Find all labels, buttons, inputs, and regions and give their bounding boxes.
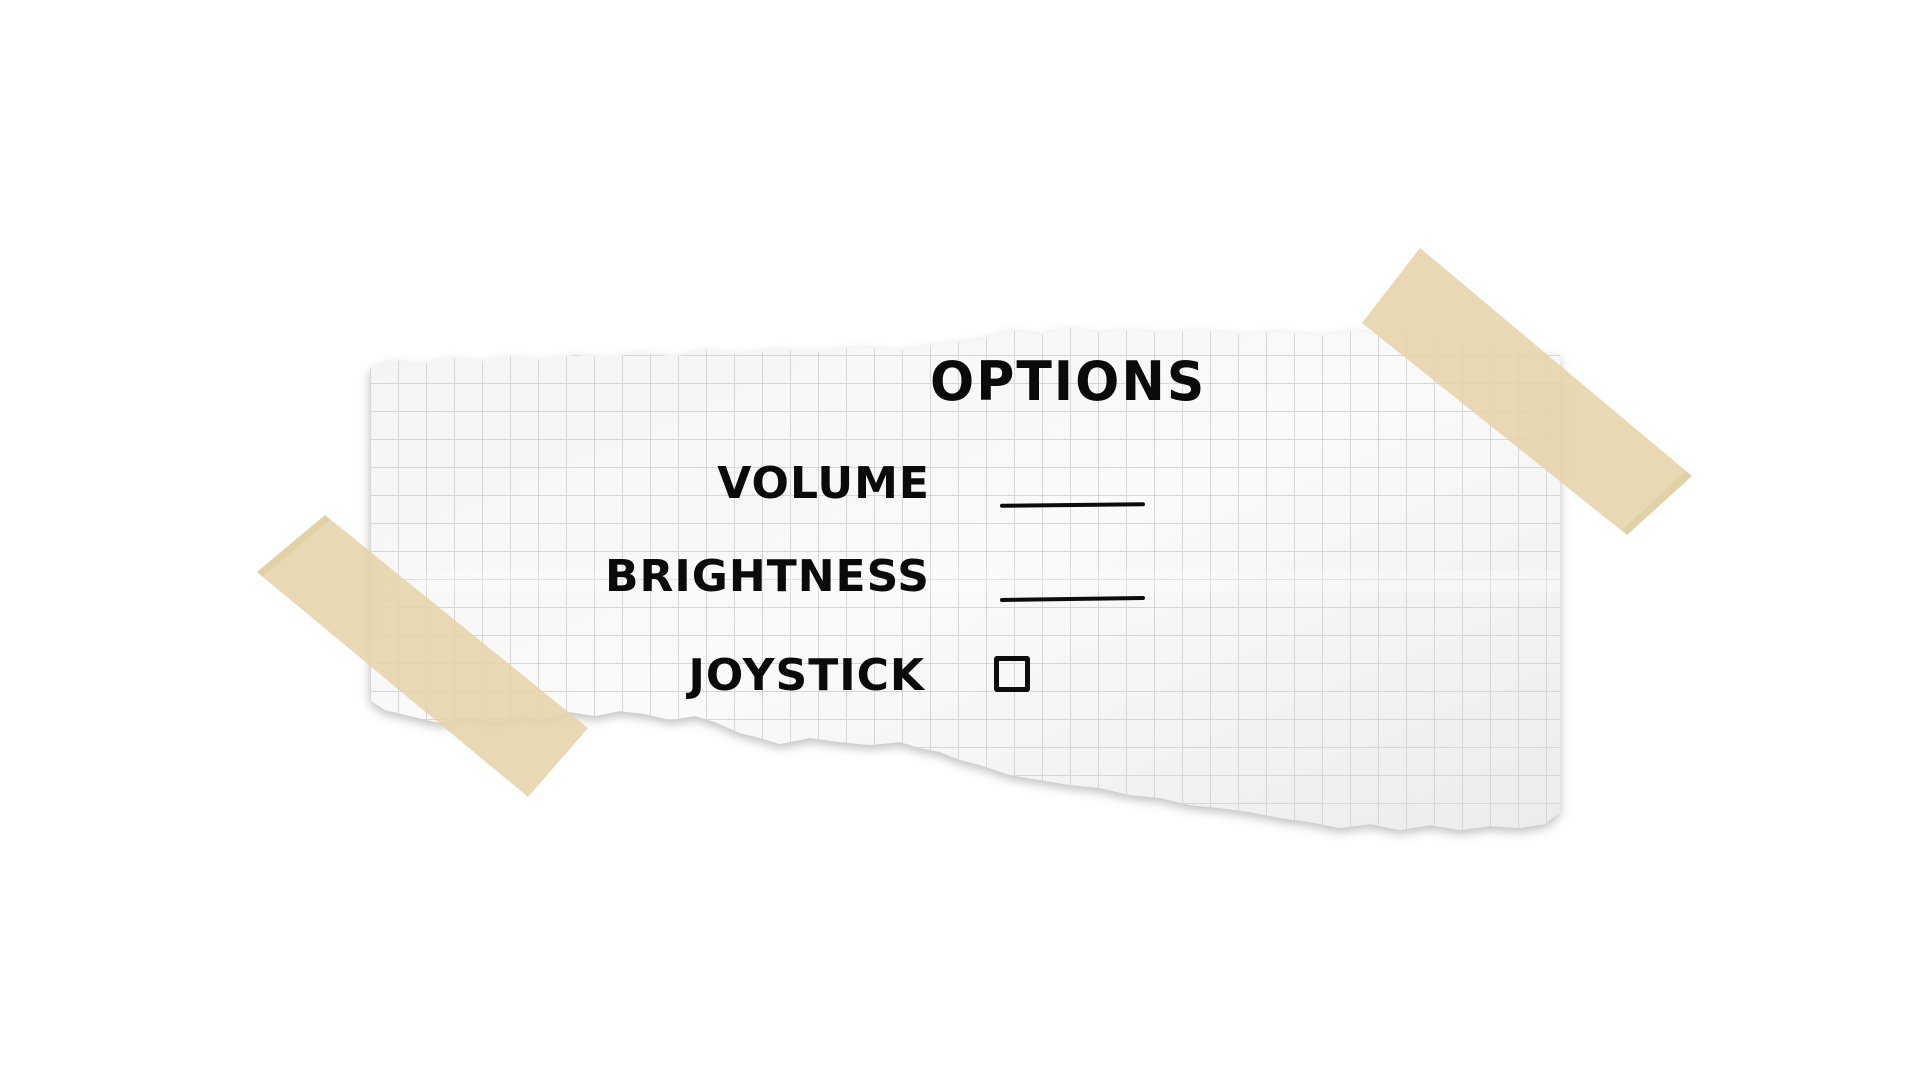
options-title: OPTIONS — [930, 350, 1207, 414]
joystick-label: JOYSTICK — [688, 650, 925, 701]
volume-slider-track[interactable] — [999, 502, 1146, 508]
tape-right — [1362, 248, 1692, 535]
brightness-label: BRIGHTNESS — [604, 551, 930, 602]
tape-left — [257, 515, 588, 797]
volume-slider[interactable] — [999, 492, 1146, 518]
brightness-slider[interactable] — [999, 586, 1146, 612]
volume-label: VOLUME — [717, 458, 930, 509]
brightness-slider-track[interactable] — [999, 595, 1146, 603]
joystick-checkbox[interactable] — [994, 656, 1030, 692]
